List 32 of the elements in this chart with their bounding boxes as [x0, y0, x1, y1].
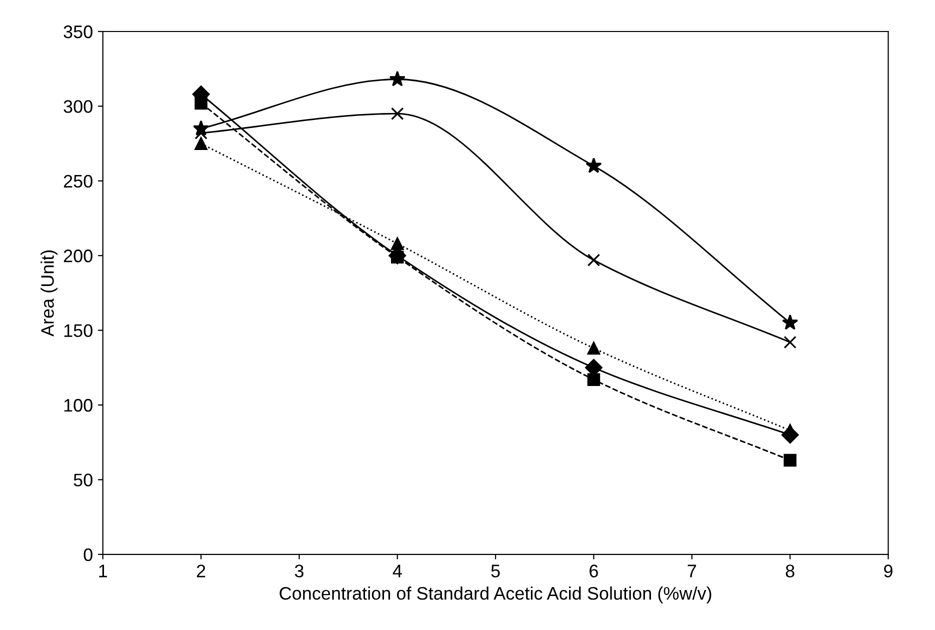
y-tick-label: 50 [74, 474, 92, 486]
point [194, 137, 208, 150]
point [194, 126, 208, 140]
point [390, 237, 404, 250]
y-tick-label: 0 [84, 548, 92, 562]
x-tick-label: 8 [786, 564, 794, 578]
y-tick-label: 150 [64, 324, 92, 338]
x-tick-label: 5 [491, 564, 500, 578]
x-tick-label: 3 [294, 564, 304, 578]
y-tick-label: 100 [64, 398, 92, 412]
x-tick-label: 2 [196, 564, 206, 578]
x-tick-label: 1 [99, 564, 107, 578]
y-tick-label: 350 [64, 25, 92, 38]
x-tick-label: 6 [590, 564, 598, 578]
point [390, 107, 404, 120]
point [587, 373, 600, 386]
x-tick-label: 4 [392, 564, 402, 578]
point [194, 96, 208, 110]
point [389, 70, 406, 86]
point [586, 157, 602, 173]
x-axis-title: Concentration of Standard Acetic Acid Solution (%w/v) [280, 586, 712, 604]
y-tick-label: 200 [64, 250, 92, 262]
point [784, 454, 796, 467]
y-tick-label: 250 [64, 174, 92, 188]
point [587, 342, 600, 355]
y-axis-title: Area (Unit) [40, 250, 58, 337]
y-tick-label: 300 [64, 100, 92, 113]
point [784, 336, 796, 349]
x-tick-label: 9 [884, 564, 892, 578]
point [782, 314, 798, 330]
point [587, 254, 600, 266]
x-tick-label: 7 [688, 564, 696, 578]
